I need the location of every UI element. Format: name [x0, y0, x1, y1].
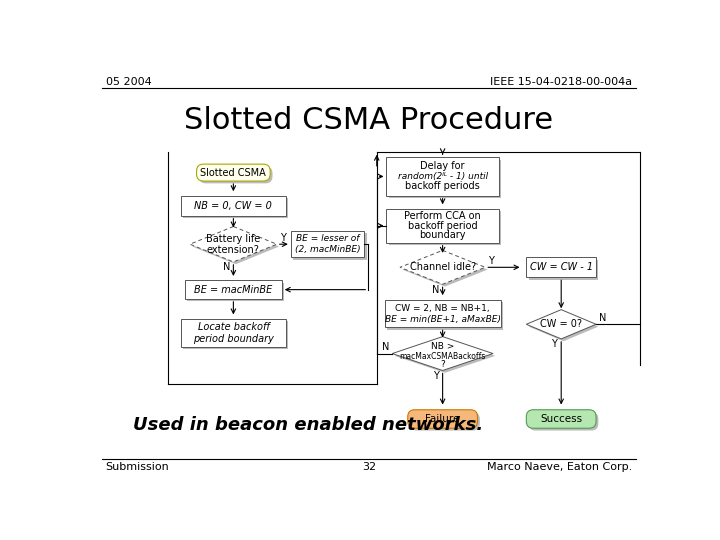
Text: N: N [598, 313, 606, 323]
Text: Channel idle?: Channel idle? [410, 262, 476, 272]
FancyBboxPatch shape [410, 412, 480, 430]
Text: macMaxCSMABackoffs: macMaxCSMABackoffs [400, 352, 486, 361]
Polygon shape [402, 253, 487, 287]
Text: backoff period: backoff period [408, 221, 477, 231]
Text: Y: Y [488, 256, 495, 266]
Text: ?: ? [440, 360, 445, 369]
Bar [184, 321, 288, 349]
Text: IEEE 15-04-0218-00-004a: IEEE 15-04-0218-00-004a [490, 77, 632, 87]
FancyBboxPatch shape [528, 412, 598, 430]
FancyBboxPatch shape [199, 166, 272, 184]
Bar [384, 300, 500, 327]
Bar [185, 280, 282, 299]
Text: CW = CW - 1: CW = CW - 1 [530, 262, 593, 272]
Text: period boundary: period boundary [193, 334, 274, 344]
Text: Failure: Failure [426, 414, 460, 424]
Polygon shape [392, 336, 493, 370]
Text: random(2ᴵᴸ - 1) until: random(2ᴵᴸ - 1) until [397, 172, 487, 181]
Polygon shape [190, 226, 276, 262]
Polygon shape [528, 312, 598, 341]
Bar [181, 195, 286, 215]
Polygon shape [526, 309, 596, 339]
Text: NB >: NB > [431, 342, 454, 351]
Text: extension?: extension? [207, 245, 260, 254]
Bar [389, 211, 501, 245]
Text: backoff periods: backoff periods [405, 181, 480, 192]
Bar [291, 231, 364, 257]
Text: Marco Naeve, Eaton Corp.: Marco Naeve, Eaton Corp. [487, 462, 632, 472]
Text: N: N [432, 285, 439, 295]
Bar [387, 209, 499, 242]
Text: 32: 32 [362, 462, 376, 472]
Text: Submission: Submission [106, 462, 169, 472]
Text: NB = 0, CW = 0: NB = 0, CW = 0 [194, 201, 272, 211]
Text: BE = lesser of: BE = lesser of [296, 234, 359, 244]
Text: Perform CCA on: Perform CCA on [404, 212, 481, 221]
Bar [526, 257, 596, 278]
Bar [528, 260, 598, 280]
Text: (2, macMinBE): (2, macMinBE) [294, 245, 360, 254]
Polygon shape [400, 251, 485, 284]
Bar [387, 157, 499, 195]
Text: Used in beacon enabled networks.: Used in beacon enabled networks. [132, 416, 483, 434]
Text: 05 2004: 05 2004 [106, 77, 151, 87]
Text: N: N [223, 262, 231, 272]
Text: CW = 2, NB = NB+1,: CW = 2, NB = NB+1, [395, 305, 490, 313]
Text: CW = 0?: CW = 0? [540, 319, 582, 329]
Text: Locate backoff: Locate backoff [197, 322, 269, 332]
FancyBboxPatch shape [197, 164, 270, 181]
Bar [293, 233, 366, 260]
Text: Slotted CSMA: Slotted CSMA [200, 167, 266, 178]
Bar [387, 302, 503, 330]
Polygon shape [192, 229, 279, 264]
Text: boundary: boundary [419, 230, 466, 240]
Text: Delay for: Delay for [420, 161, 465, 171]
Bar [184, 198, 288, 218]
FancyBboxPatch shape [408, 410, 477, 428]
Bar [181, 319, 286, 347]
Text: N: N [382, 342, 390, 353]
Polygon shape [395, 339, 495, 373]
Text: Y: Y [552, 339, 557, 349]
FancyBboxPatch shape [526, 410, 596, 428]
Text: Y: Y [433, 371, 438, 381]
Text: Slotted CSMA Procedure: Slotted CSMA Procedure [184, 106, 554, 135]
Text: Battery life: Battery life [206, 234, 261, 244]
Text: Success: Success [540, 414, 582, 424]
Bar [187, 283, 284, 301]
Bar [389, 159, 501, 198]
Text: Y: Y [280, 233, 286, 243]
Text: BE = min(BE+1, aMaxBE): BE = min(BE+1, aMaxBE) [384, 315, 500, 324]
Text: BE = macMinBE: BE = macMinBE [194, 285, 272, 295]
